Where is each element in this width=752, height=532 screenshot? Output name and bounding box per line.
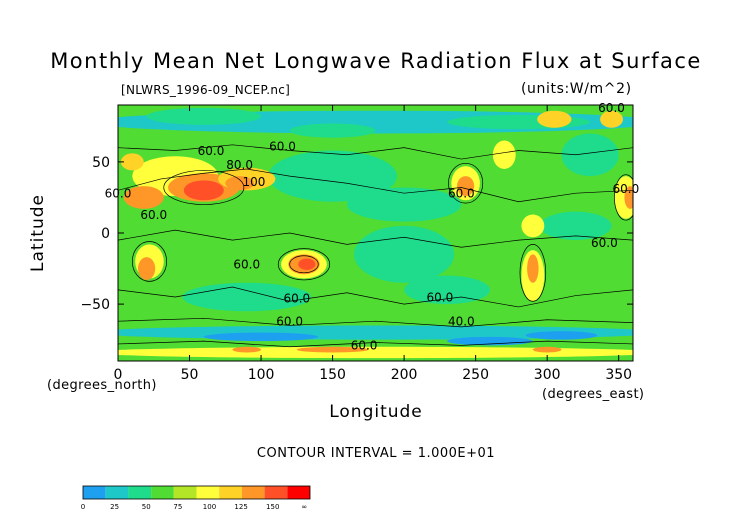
colorbar-swatch bbox=[83, 486, 106, 499]
x-axis-label: Longitude bbox=[329, 402, 423, 422]
field-region bbox=[120, 153, 144, 171]
colorbar-swatch bbox=[173, 486, 197, 499]
field-region bbox=[561, 133, 619, 177]
colorbar-tick-label: 150 bbox=[266, 503, 279, 511]
colorbar-swatch bbox=[196, 486, 220, 499]
contour-line bbox=[118, 229, 633, 248]
field-region bbox=[540, 211, 612, 241]
field-region bbox=[532, 346, 562, 353]
field-region bbox=[225, 176, 254, 191]
contour-value-label: 60.0 bbox=[612, 182, 639, 196]
x-tick-label: 150 bbox=[319, 367, 346, 383]
field-region bbox=[183, 180, 224, 201]
contour-line bbox=[118, 144, 633, 160]
field-region bbox=[447, 336, 533, 346]
contour-line bbox=[118, 286, 633, 308]
contour-loop bbox=[277, 248, 331, 281]
x-tick-label: 100 bbox=[248, 367, 275, 383]
contour-line bbox=[118, 340, 633, 348]
contour-interval-label: CONTOUR INTERVAL = 1.000E+01 bbox=[256, 446, 496, 461]
contour-value-label: 60.0 bbox=[140, 208, 167, 222]
field-region bbox=[138, 257, 156, 280]
contour-value-label: 60.0 bbox=[351, 339, 378, 353]
x-tick-label: 50 bbox=[181, 367, 199, 383]
field-region bbox=[624, 186, 633, 209]
contour-value-label: 60.0 bbox=[198, 144, 225, 158]
field-region bbox=[525, 331, 598, 340]
field-region bbox=[354, 225, 455, 283]
contour-value-label: 80.0 bbox=[226, 158, 253, 172]
colorbar-tick-label: 25 bbox=[110, 503, 119, 511]
x-axis-unit-label: (degrees_east) bbox=[542, 387, 645, 402]
colorbar-swatch bbox=[241, 486, 265, 499]
contour-value-label: 60.0 bbox=[591, 236, 618, 250]
y-axis-unit-label: (degrees_north) bbox=[47, 378, 157, 393]
field-region bbox=[232, 346, 262, 353]
contour-value-label: 60.0 bbox=[283, 292, 310, 306]
field-region bbox=[346, 187, 462, 222]
field-region bbox=[600, 110, 623, 128]
field-region bbox=[527, 254, 539, 283]
contour-line bbox=[118, 317, 633, 328]
y-tick-label: 0 bbox=[101, 226, 110, 242]
field-region bbox=[537, 110, 572, 128]
field-region bbox=[203, 332, 319, 342]
x-tick-label: 300 bbox=[534, 367, 561, 383]
contour-value-label: 60.0 bbox=[427, 290, 454, 304]
field-region bbox=[492, 140, 516, 169]
contour-loop bbox=[448, 162, 484, 204]
contour-value-label: 100 bbox=[242, 175, 265, 189]
x-tick-label: 0 bbox=[114, 367, 123, 383]
contour-loop bbox=[131, 241, 167, 282]
colorbar-swatch bbox=[264, 486, 288, 499]
contour-value-label: 40.0 bbox=[448, 314, 475, 328]
field-region bbox=[268, 150, 397, 202]
units-label: (units:W/m^2) bbox=[521, 81, 632, 97]
contour-lines bbox=[118, 144, 633, 348]
y-tick-label: 50 bbox=[92, 155, 110, 171]
field-region bbox=[521, 214, 545, 238]
contour-loop bbox=[614, 174, 633, 221]
field-region bbox=[123, 186, 164, 209]
contour-line bbox=[118, 168, 633, 203]
colorbar-tick-label: 75 bbox=[173, 503, 182, 511]
colorbar-tick-label: 0 bbox=[81, 503, 85, 511]
colorbar-swatch bbox=[128, 486, 152, 499]
colorbar-swatch bbox=[287, 486, 310, 499]
colorbar-tick-label: ∞ bbox=[301, 503, 307, 511]
chart-title: Monthly Mean Net Longwave Radiation Flux… bbox=[50, 49, 702, 73]
contour-value-label: 60.0 bbox=[598, 101, 625, 115]
colorbar-swatch bbox=[105, 486, 129, 499]
contour-value-label: 60.0 bbox=[233, 258, 260, 272]
x-tick-label: 250 bbox=[462, 367, 489, 383]
colorbar-swatch bbox=[151, 486, 174, 499]
x-tick-label: 200 bbox=[391, 367, 418, 383]
colorbar-frame bbox=[82, 485, 311, 500]
contour-value-label: 60.0 bbox=[448, 186, 475, 200]
field-region bbox=[404, 275, 490, 305]
contour-value-label: 60.0 bbox=[276, 314, 303, 328]
field-region bbox=[146, 107, 262, 125]
field-region bbox=[457, 176, 475, 197]
contour-value-label: 60.0 bbox=[269, 140, 296, 154]
y-tick-label: −50 bbox=[80, 297, 110, 313]
colorbar-tick-label: 100 bbox=[203, 503, 216, 511]
x-tick-label: 350 bbox=[605, 367, 632, 383]
contour-loop bbox=[163, 170, 245, 205]
source-file-label: [NLWRS_1996-09_NCEP.nc] bbox=[121, 83, 291, 97]
field-region bbox=[296, 346, 369, 353]
contour-loop bbox=[289, 255, 319, 274]
colorbar-tick-label: 125 bbox=[234, 503, 247, 511]
field-region bbox=[298, 258, 316, 270]
colorbar-tick-label: 50 bbox=[142, 503, 151, 511]
colorbar-swatch bbox=[219, 486, 242, 499]
contour-loop bbox=[519, 244, 547, 302]
colorbar: 0 25 50 75 100 125 150 ∞ bbox=[81, 485, 311, 511]
field-region bbox=[289, 123, 376, 138]
flux-field bbox=[118, 105, 633, 361]
